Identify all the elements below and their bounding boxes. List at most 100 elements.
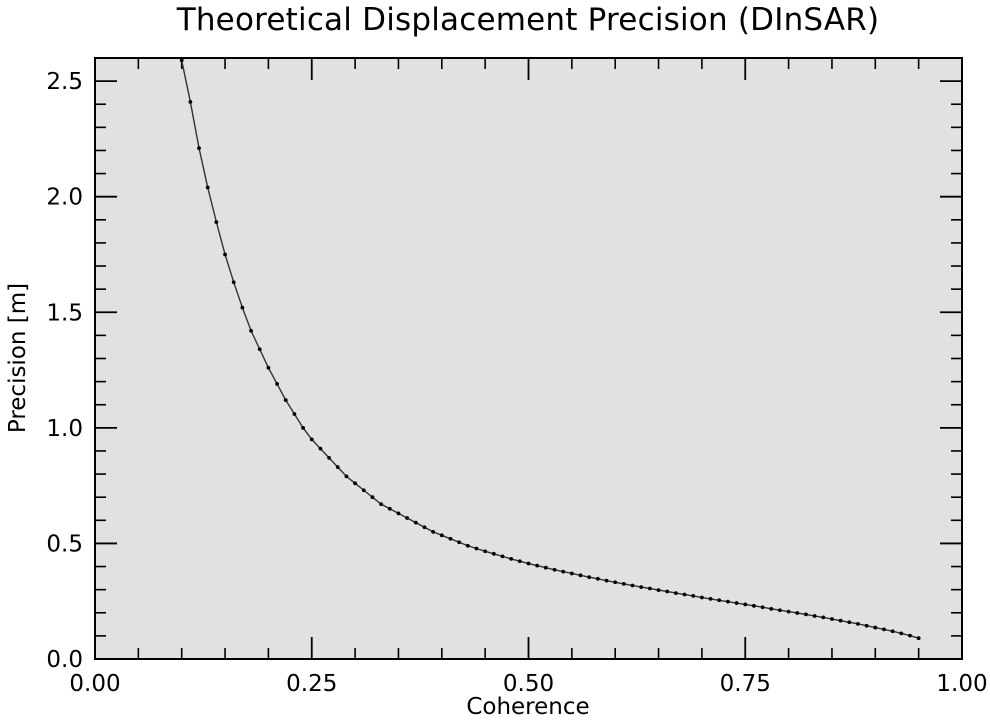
minor-ticks <box>95 57 962 659</box>
x-axis-label: Coherence <box>466 694 590 720</box>
chart-title: Theoretical Displacement Precision (DInS… <box>176 2 880 38</box>
data-point <box>249 328 253 333</box>
data-point <box>275 382 279 386</box>
data-point <box>344 474 349 479</box>
data-point <box>205 185 210 190</box>
data-point <box>509 557 514 561</box>
data-point <box>370 495 375 500</box>
data-point <box>743 602 748 607</box>
data-point <box>726 599 730 604</box>
data-point <box>613 580 618 585</box>
data-point <box>899 631 904 636</box>
data-point <box>804 612 808 617</box>
data-point <box>656 588 661 593</box>
data-point <box>543 565 548 570</box>
series-layer <box>179 58 921 641</box>
data-point <box>778 608 782 613</box>
data-point <box>179 58 184 63</box>
tick-labels: 0.00 0.25 0.50 0.75 1.00 0.0 0.5 1.0 1.5 2.0 2.5 <box>46 69 987 697</box>
data-point <box>812 614 817 618</box>
data-point <box>856 621 860 626</box>
data-point <box>413 520 418 525</box>
data-point <box>318 446 323 451</box>
data-point <box>292 412 297 416</box>
data-point <box>882 627 886 632</box>
data-point <box>379 502 384 507</box>
x-tick-label: 0.00 <box>69 671 120 697</box>
x-tick-label: 1.00 <box>936 671 987 697</box>
data-point <box>786 609 791 614</box>
data-point <box>439 533 444 538</box>
data-point <box>257 347 262 352</box>
data-point <box>734 601 739 605</box>
data-point <box>838 618 843 623</box>
data-point <box>569 571 574 576</box>
y-tick-label: 2.5 <box>46 69 83 95</box>
data-point <box>266 365 271 370</box>
data-point <box>700 595 704 600</box>
data-point <box>483 549 488 554</box>
data-point <box>830 617 834 621</box>
data-point <box>847 620 852 625</box>
data-point <box>578 573 583 578</box>
data-point <box>422 525 427 530</box>
data-point <box>526 561 531 566</box>
data-point <box>309 437 314 442</box>
data-point <box>214 220 219 225</box>
data-point <box>873 625 878 630</box>
data-point <box>821 615 826 620</box>
x-tick-label: 0.25 <box>286 671 337 697</box>
data-point <box>231 280 236 285</box>
data-point <box>908 633 912 638</box>
y-tick-label: 1.0 <box>46 416 83 442</box>
x-tick-label: 0.75 <box>720 671 771 697</box>
y-tick-label: 0.0 <box>46 647 83 673</box>
data-point <box>457 540 462 545</box>
data-point <box>448 536 453 541</box>
data-point <box>361 488 366 493</box>
data-point <box>301 425 305 430</box>
data-point <box>353 481 357 486</box>
data-point <box>188 100 193 104</box>
data-point <box>752 603 756 608</box>
data-point <box>682 592 687 597</box>
y-tick-label: 2.0 <box>46 185 83 211</box>
data-point <box>197 146 201 151</box>
y-tick-label: 0.5 <box>46 531 83 557</box>
data-point <box>890 629 895 634</box>
data-point <box>717 598 722 603</box>
data-point <box>630 583 635 588</box>
data-point <box>387 506 392 511</box>
x-tick-label: 0.50 <box>503 671 554 697</box>
data-point <box>673 591 678 596</box>
data-point <box>240 305 245 310</box>
data-point <box>916 636 921 641</box>
data-point <box>604 578 609 583</box>
data-point <box>335 465 340 470</box>
data-point <box>708 597 713 601</box>
data-point <box>621 581 626 586</box>
data-point <box>465 543 470 548</box>
data-point <box>795 611 800 615</box>
data-point <box>595 576 600 581</box>
data-point <box>769 606 774 611</box>
plot-frame <box>94 57 963 660</box>
data-point <box>691 593 696 598</box>
data-point <box>431 529 436 534</box>
data-point <box>491 551 496 556</box>
data-point <box>639 585 644 590</box>
y-tick-label: 1.5 <box>46 300 83 326</box>
data-point <box>327 455 331 460</box>
data-point <box>665 589 670 594</box>
data-point <box>561 569 566 574</box>
data-point <box>223 252 227 257</box>
data-point <box>396 511 401 516</box>
data-point <box>500 554 505 559</box>
data-point <box>552 567 557 572</box>
data-point <box>587 575 592 580</box>
data-point <box>474 546 479 551</box>
data-point <box>283 398 288 403</box>
plot-area <box>95 58 962 659</box>
data-point <box>517 559 522 564</box>
